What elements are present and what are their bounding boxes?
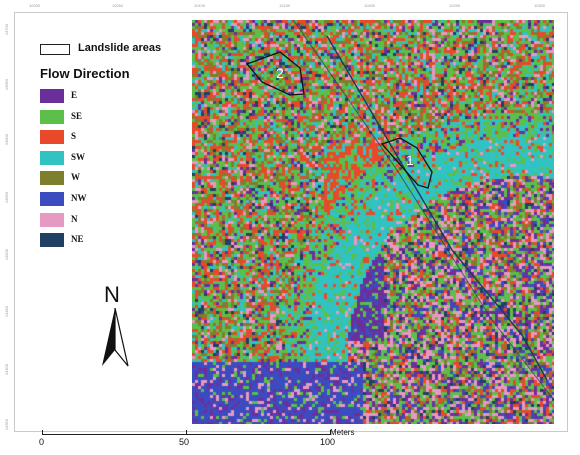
left-tick-label: 13700 xyxy=(4,24,9,36)
legend-swatch xyxy=(40,130,64,145)
scale-label-0: 0 xyxy=(39,437,45,447)
legend-label: W xyxy=(71,172,80,183)
left-tick-label: 13350 xyxy=(4,419,9,431)
legend-label: N xyxy=(71,213,78,224)
map-frame xyxy=(14,12,568,432)
legend-label: SE xyxy=(71,110,83,121)
landslide-overlay: 2 1 xyxy=(245,20,554,401)
legend-swatch xyxy=(40,171,64,186)
flow-direction-map[interactable]: 2 1 xyxy=(192,20,554,424)
top-tick-label: 10100 xyxy=(194,3,206,8)
landslide-legend-label: Landslide areas xyxy=(78,42,162,54)
road-line xyxy=(326,35,548,381)
landslide-area-2[interactable] xyxy=(245,51,305,96)
channel-line xyxy=(292,20,554,401)
legend-label: SW xyxy=(71,151,86,162)
top-tick-label: 10000 xyxy=(29,3,41,8)
legend-swatch xyxy=(40,212,64,227)
scale-unit: Meters xyxy=(330,428,355,437)
top-tick-label: 10200 xyxy=(364,3,376,8)
legend-swatch xyxy=(40,89,64,103)
legend-swatch xyxy=(40,150,64,165)
landslide-area-1-label: 1 xyxy=(406,152,414,168)
scale-label-50: 50 xyxy=(179,437,190,447)
scale-label-100: 100 xyxy=(320,437,336,447)
left-tick-label: 13650 xyxy=(4,79,9,91)
legend-label: S xyxy=(71,131,77,142)
top-tick-label: 10050 xyxy=(112,3,124,8)
left-tick-label: 13400 xyxy=(4,364,9,376)
left-tick-label: 13550 xyxy=(4,192,9,204)
north-arrow-icon xyxy=(102,308,129,367)
left-tick-label: 13450 xyxy=(4,306,9,318)
left-tick-label: 13500 xyxy=(4,249,9,261)
legend-label: NE xyxy=(71,234,84,245)
top-tick-label: 10150 xyxy=(279,3,291,8)
legend-label: NW xyxy=(71,192,87,203)
top-tick-label: 10300 xyxy=(534,3,546,8)
left-tick-label: 13600 xyxy=(4,134,9,146)
flow-direction-raster xyxy=(192,20,554,424)
landslide-area-2-label: 2 xyxy=(276,65,284,81)
landslide-legend-swatch xyxy=(40,44,70,55)
legend-label: E xyxy=(71,90,78,100)
landslide-area-1[interactable] xyxy=(380,137,433,189)
legend-title: Flow Direction xyxy=(40,66,130,81)
top-tick-label: 10250 xyxy=(449,3,461,8)
north-label: N xyxy=(104,282,120,307)
legend-swatch xyxy=(40,191,64,206)
legend-swatch xyxy=(40,109,64,124)
legend-swatch xyxy=(40,233,64,248)
